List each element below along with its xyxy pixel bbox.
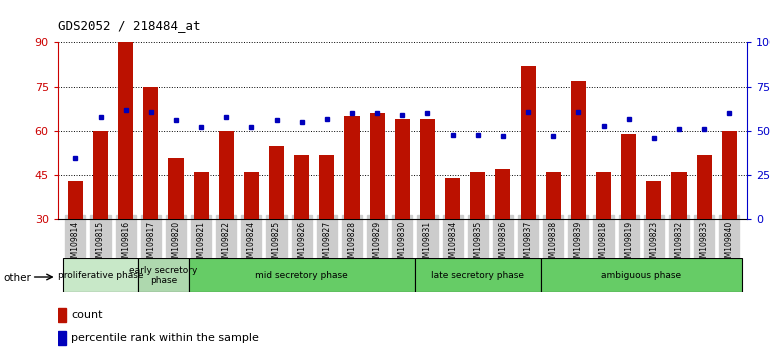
Bar <box>269 146 284 219</box>
Bar <box>344 116 360 219</box>
Bar <box>420 119 435 219</box>
Text: late secretory phase: late secretory phase <box>431 271 524 280</box>
Bar <box>697 155 711 219</box>
Bar <box>118 42 133 219</box>
Bar <box>143 87 159 219</box>
Bar <box>93 131 108 219</box>
Text: GDS2052 / 218484_at: GDS2052 / 218484_at <box>58 19 200 32</box>
Bar <box>546 172 561 219</box>
Bar <box>169 158 183 219</box>
Bar <box>219 131 234 219</box>
Bar <box>320 155 334 219</box>
Bar <box>189 258 415 292</box>
Bar <box>445 178 460 219</box>
Bar <box>244 172 259 219</box>
Text: early secretory
phase: early secretory phase <box>129 266 198 285</box>
Text: other: other <box>4 273 32 283</box>
Bar <box>671 172 687 219</box>
Bar <box>139 258 189 292</box>
Bar <box>58 331 66 345</box>
Bar <box>621 134 636 219</box>
Bar <box>495 169 511 219</box>
Bar <box>415 258 541 292</box>
Bar <box>596 172 611 219</box>
Bar <box>646 181 661 219</box>
Bar <box>68 181 83 219</box>
Bar <box>294 155 310 219</box>
Bar <box>193 172 209 219</box>
Bar <box>721 131 737 219</box>
Text: proliferative phase: proliferative phase <box>58 271 143 280</box>
Bar <box>541 258 742 292</box>
Bar <box>370 113 385 219</box>
Bar <box>58 308 66 321</box>
Bar <box>395 119 410 219</box>
Text: count: count <box>71 310 102 320</box>
Text: percentile rank within the sample: percentile rank within the sample <box>71 333 259 343</box>
Text: ambiguous phase: ambiguous phase <box>601 271 681 280</box>
Bar <box>63 258 139 292</box>
Bar <box>571 81 586 219</box>
Bar <box>470 172 485 219</box>
Bar <box>521 66 536 219</box>
Text: mid secretory phase: mid secretory phase <box>256 271 348 280</box>
